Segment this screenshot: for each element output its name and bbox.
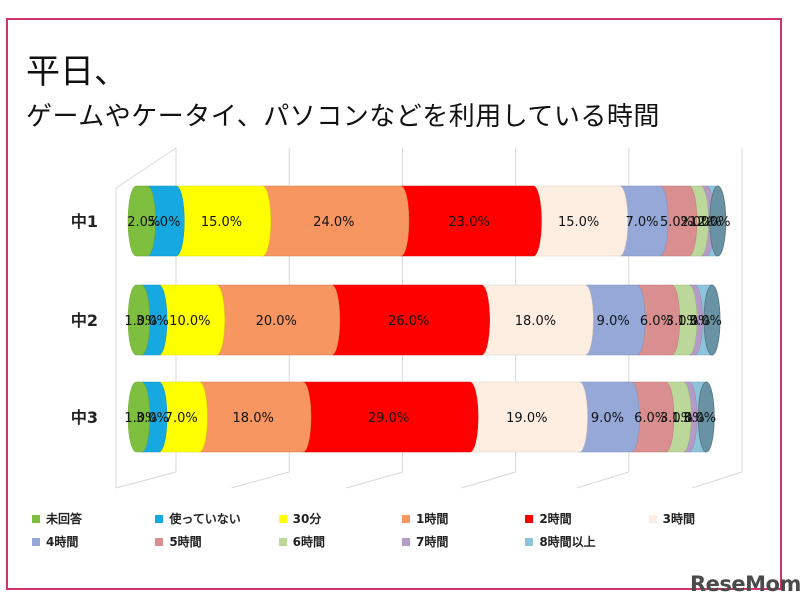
legend-swatch: [278, 514, 287, 523]
gridline-floor: [231, 471, 290, 489]
legend-item: 1時間: [402, 510, 525, 527]
data-label: 6.0%: [640, 314, 673, 329]
gridline-floor: [346, 471, 403, 489]
legend-label: 6時間: [292, 535, 326, 549]
bar-cap-right: [709, 185, 727, 257]
data-label: 7.0%: [165, 411, 198, 426]
bar-cap-left: [128, 285, 144, 355]
legend-item: 4時間: [32, 533, 155, 550]
data-label: 1.0%: [124, 314, 157, 329]
data-label: 24.0%: [313, 215, 354, 230]
chart-title-line1: 平日、: [26, 52, 128, 92]
data-label: 3.0%: [689, 314, 722, 329]
legend-swatch: [648, 514, 657, 523]
legend-item: 6時間: [278, 533, 402, 550]
data-label: 1.0%: [124, 411, 157, 426]
bar-cap-left: [128, 382, 144, 452]
data-label: 5.0%: [660, 215, 693, 230]
category-label: 中2: [71, 311, 98, 330]
bar-group: 中3 1.0%3.0%7.0% 18.0% 29.0% 19.0% 9.0% 6.0%3.0…: [71, 381, 716, 453]
data-label: 3.0%: [136, 314, 169, 329]
data-label: 9.0%: [591, 411, 624, 426]
legend-swatch: [402, 537, 410, 546]
legend-label: 5時間: [169, 535, 202, 549]
gridline-floor: [115, 471, 177, 489]
gridline-floor: [576, 471, 629, 489]
bar-group: 中2 1.0%3.0% 10.0% 20.0% 26.0% 18.0% 9.0% 6.0%3.…: [71, 284, 722, 356]
bar-cap-left: [128, 186, 144, 256]
data-label: 2.0%: [697, 215, 730, 230]
data-label: 9.0%: [597, 314, 630, 329]
data-label: 2.0%: [680, 215, 713, 230]
chart-title-line2: ゲームやケータイ、パソコンなどを利用している時間: [26, 102, 660, 132]
legend-label: 3時間: [662, 512, 696, 526]
data-label: 1.0%: [677, 314, 710, 329]
data-label: 1.0%: [689, 215, 722, 230]
legend-swatch: [402, 514, 410, 523]
gridline-side: [115, 147, 177, 189]
legend-swatch: [278, 537, 287, 546]
legend-swatch: [155, 537, 164, 546]
data-label: 15.0%: [201, 215, 242, 230]
data-label: 26.0%: [388, 314, 429, 329]
data-label: 20.0%: [256, 314, 297, 329]
legend-item: 使っていない: [155, 510, 278, 527]
legend-swatch: [32, 537, 40, 546]
gridline-floor: [691, 471, 743, 489]
legend-label: 未回答: [46, 512, 83, 526]
legend-item: 未回答: [32, 510, 155, 527]
data-label: 18.0%: [515, 314, 556, 329]
legend-swatch: [525, 537, 534, 546]
resemom-watermark: ReseMom: [690, 572, 801, 596]
legend-label: 8時間以上: [539, 535, 596, 549]
legend-item: 30分: [278, 510, 402, 527]
legend-item: 5時間: [155, 533, 278, 550]
legend-item: 7時間: [402, 533, 525, 550]
chart-legend: 未回答 使っていない 30分 1時間 2時間 3時間 4時間 5時間 6時間 7時間 8時間以上: [32, 510, 772, 550]
data-label: 18.0%: [233, 411, 274, 426]
legend-swatch: [32, 514, 40, 523]
legend-label: 使っていない: [169, 512, 241, 526]
legend-swatch: [525, 514, 534, 523]
legend-label: 2時間: [539, 512, 572, 526]
data-label: 19.0%: [506, 411, 547, 426]
category-label: 中1: [71, 212, 98, 231]
legend-swatch: [155, 514, 164, 523]
legend-label: 4時間: [46, 535, 79, 549]
category-label: 中3: [71, 408, 98, 427]
data-label: 6.0%: [634, 411, 667, 426]
data-label: 3.0%: [136, 411, 169, 426]
data-label: 2.0%: [127, 215, 160, 230]
legend-label: 1時間: [416, 512, 449, 526]
data-label: 15.0%: [558, 215, 599, 230]
data-label: 1.0%: [672, 411, 705, 426]
bar-group: 中1 2.0%5.0% 15.0% 24.0% 23.0% 15.0% 7.0% 5.0%2.…: [71, 185, 731, 257]
bar-cap-right: [703, 284, 721, 356]
data-label: 3.0%: [666, 314, 699, 329]
data-label: 3.0%: [683, 411, 716, 426]
data-label: 5.0%: [147, 215, 180, 230]
bar-cap-right: [697, 381, 715, 453]
data-label: 3.0%: [660, 411, 693, 426]
legend-label: 30分: [292, 512, 322, 526]
data-label: 7.0%: [625, 215, 658, 230]
data-label: 23.0%: [449, 215, 490, 230]
data-label: 29.0%: [368, 411, 409, 426]
legend-item: 3時間: [648, 510, 772, 527]
data-label: 10.0%: [169, 314, 210, 329]
legend-item: 2時間: [525, 510, 648, 527]
gridline-floor: [461, 471, 516, 489]
legend-label: 7時間: [416, 535, 449, 549]
legend-item: 8時間以上: [525, 533, 648, 550]
